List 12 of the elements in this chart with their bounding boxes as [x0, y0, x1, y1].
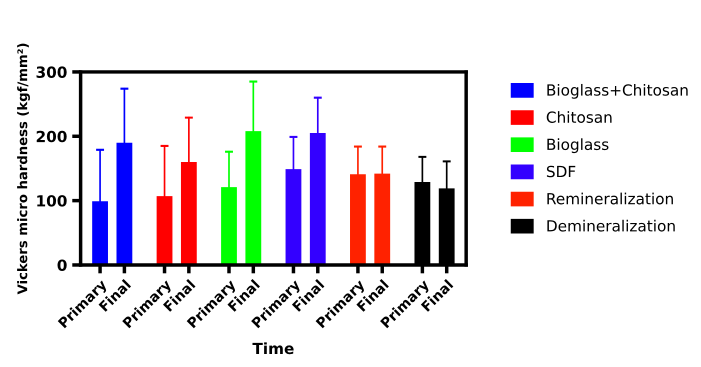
y-tick-label: 300: [36, 66, 67, 78]
x-axis-title: Time: [252, 342, 294, 354]
y-axis-title: Vickers micro hardness (kgf/mm²): [17, 44, 30, 294]
y-tick-label: 200: [36, 130, 67, 142]
y-tick-label: 0: [58, 259, 67, 271]
legend-label: SDF: [546, 166, 576, 178]
legend-label: Remineralization: [547, 192, 673, 204]
y-tick-label: 100: [37, 195, 67, 207]
legend-label: Chitosan: [546, 111, 612, 123]
legend-label: Bioglass: [547, 138, 608, 154]
legend-label: Bioglass+Chitosan: [547, 84, 688, 99]
legend-label: Demineralization: [547, 220, 675, 232]
